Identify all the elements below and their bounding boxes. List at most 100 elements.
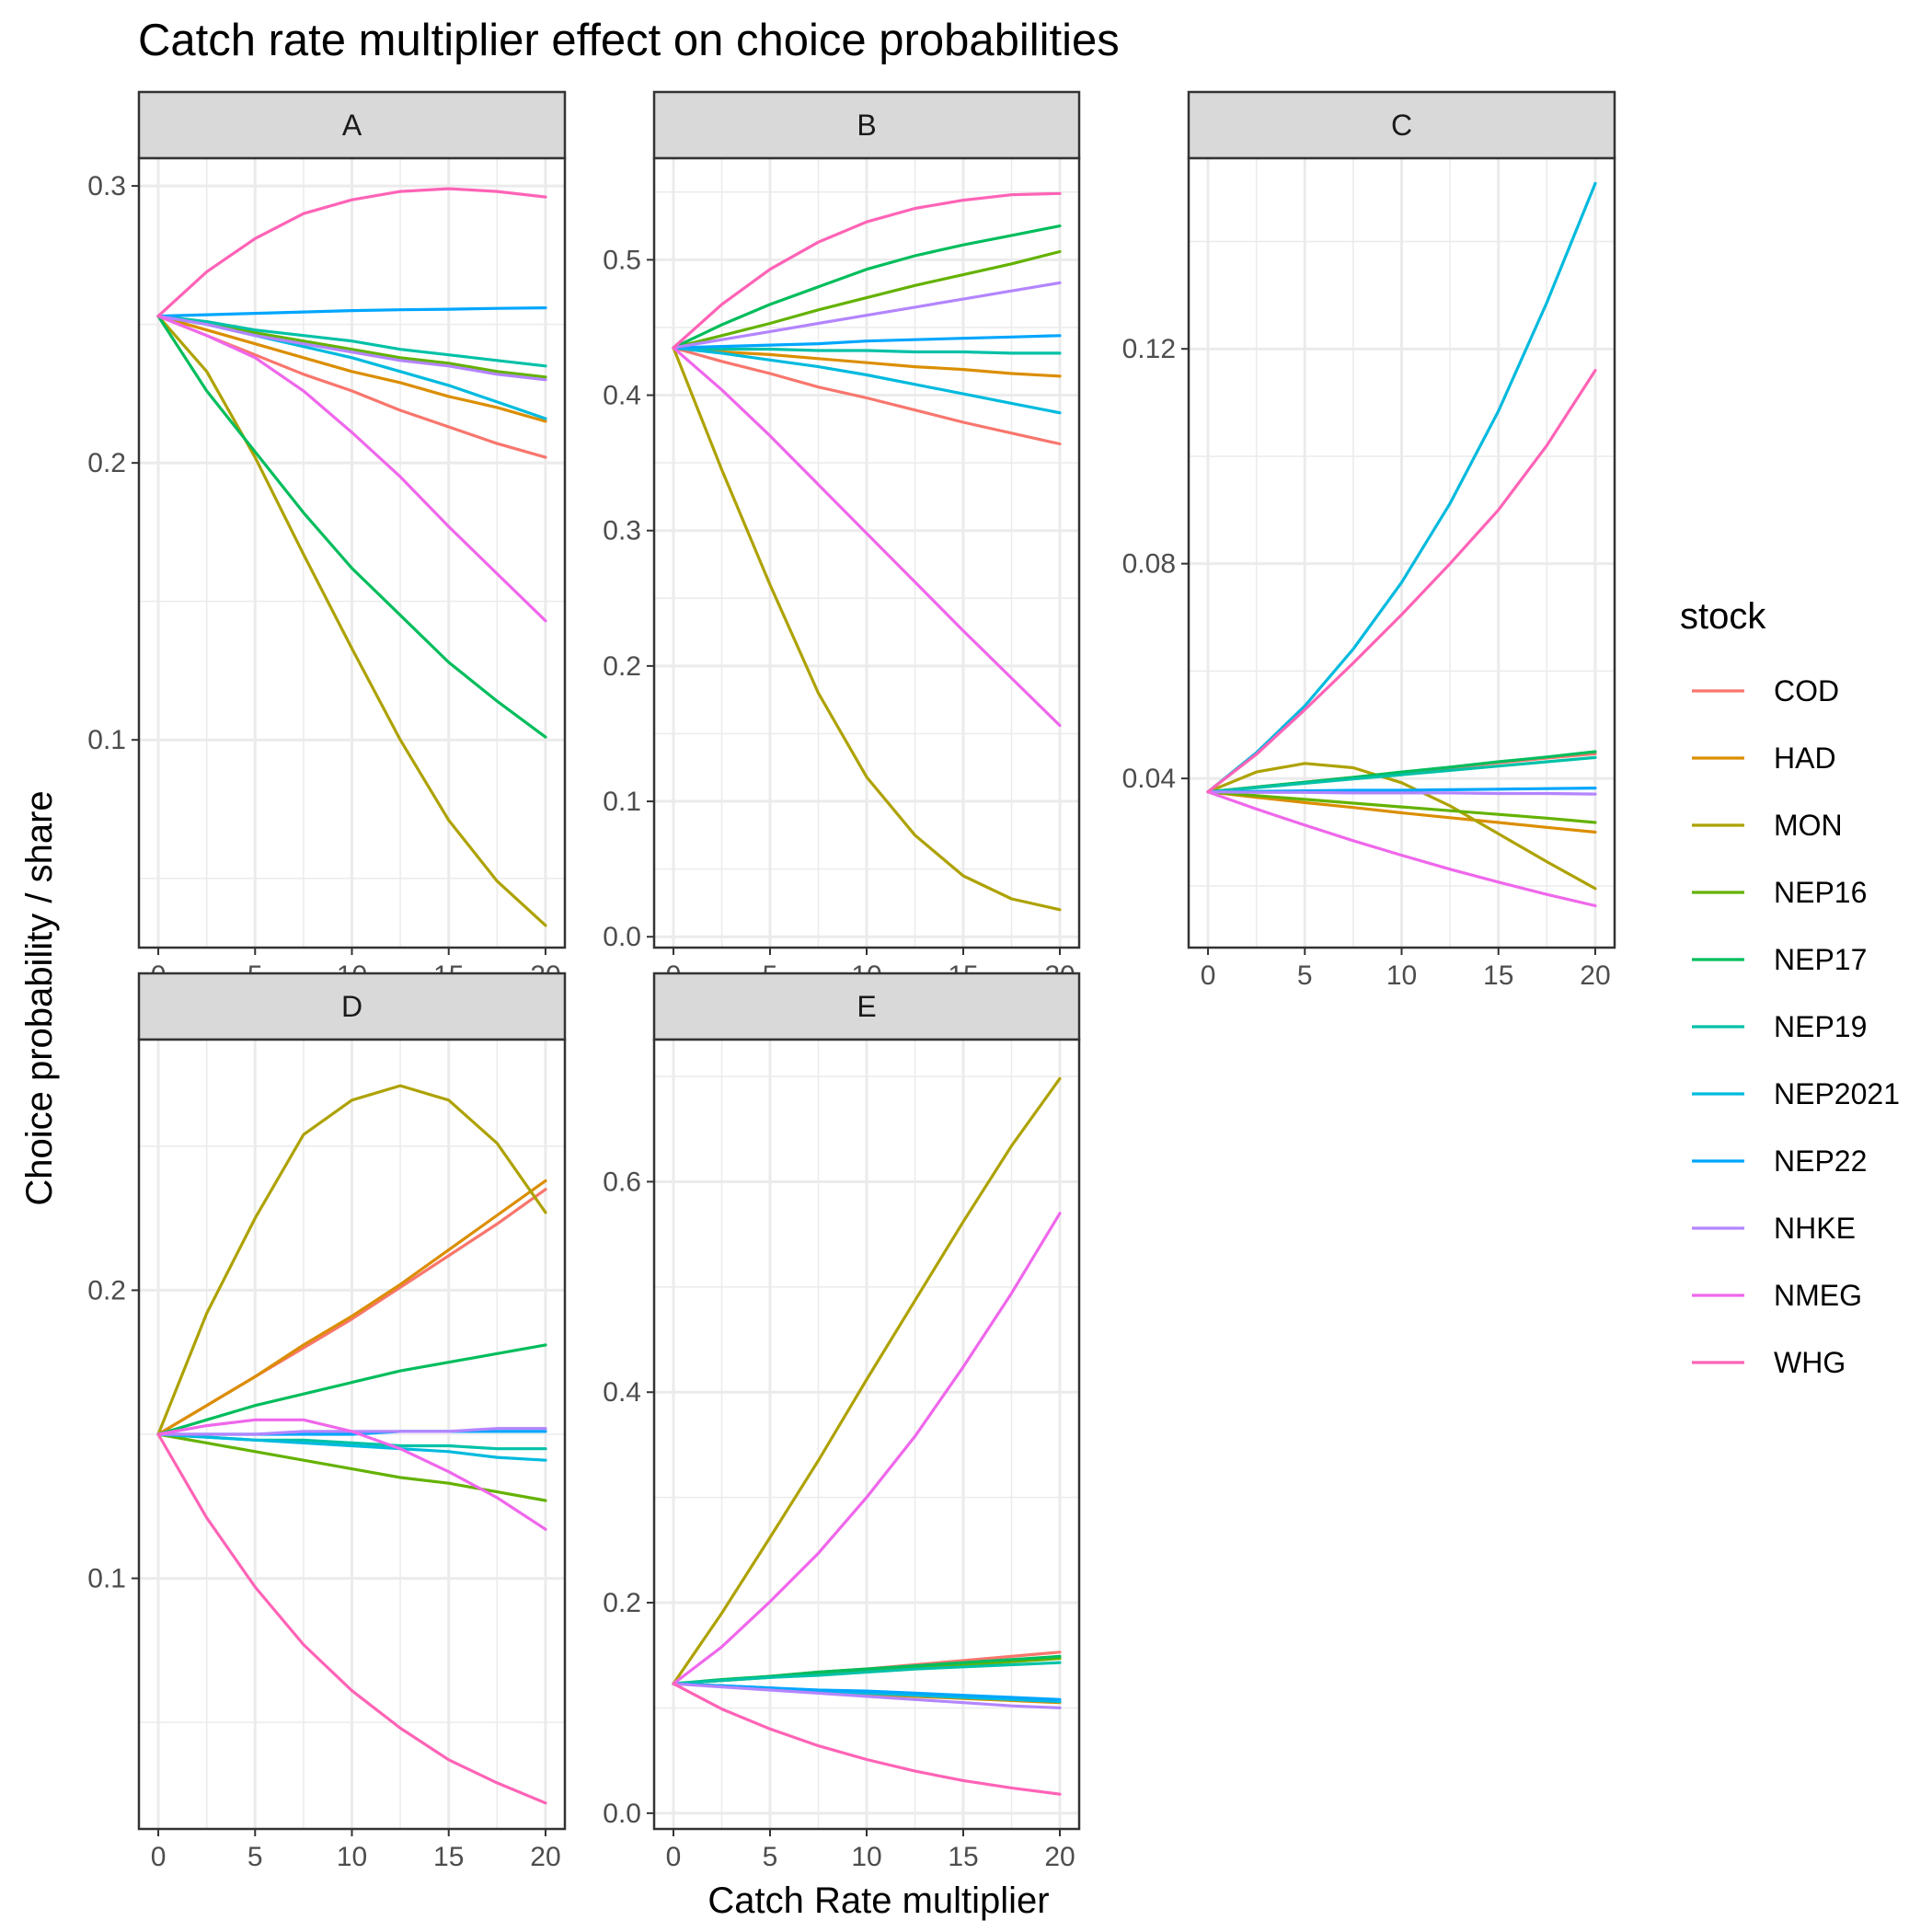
x-tick-label: 0 xyxy=(1201,960,1216,991)
series-line-NEP19 xyxy=(672,1661,1062,1685)
x-tick-label: 5 xyxy=(1297,960,1313,991)
legend-title: stock xyxy=(1680,596,1766,637)
y-tick-label: 0.5 xyxy=(603,245,641,275)
y-tick-label: 0.2 xyxy=(603,1588,641,1618)
series-line-COD xyxy=(672,346,1062,446)
x-tick-label: 10 xyxy=(851,1842,881,1872)
panel-A: A0.10.20.305101520 xyxy=(87,90,567,991)
legend-label-NEP19: NEP19 xyxy=(1774,1010,1867,1043)
series-line-MON xyxy=(1206,762,1597,891)
panel-E: E 0.0 0.2 0.4 0.6 0 5 10 15 20 xyxy=(603,972,1081,1872)
strip-D xyxy=(137,972,567,1041)
strip-label: A xyxy=(342,109,362,142)
x-tick-label: 10 xyxy=(337,1842,367,1872)
y-tick-label: 0.4 xyxy=(603,381,641,411)
y-tick-label: 0.04 xyxy=(1122,764,1176,794)
series-line-NEP2021 xyxy=(156,1432,547,1462)
legend-label-COD: COD xyxy=(1774,674,1839,707)
y-tick-label: 0.0 xyxy=(603,922,641,952)
series-line-NHKE xyxy=(672,281,1062,350)
series-line-NEP22 xyxy=(156,306,547,318)
y-tick-label: 0.0 xyxy=(603,1799,641,1829)
legend-label-NEP17: NEP17 xyxy=(1774,943,1867,976)
series-line-WHG xyxy=(672,191,1062,350)
legend-label-NEP22: NEP22 xyxy=(1774,1144,1867,1178)
x-tick-label: 15 xyxy=(948,1842,978,1872)
y-axis-title: Choice probability / share xyxy=(19,790,60,1205)
y-tick-label: 0.08 xyxy=(1122,549,1176,580)
y-tick-label: 0.6 xyxy=(603,1167,641,1197)
series-line-WHG xyxy=(672,1682,1062,1796)
x-tick-label: 10 xyxy=(1386,960,1417,991)
x-tick-label: 0 xyxy=(666,1842,682,1872)
strip-E xyxy=(652,972,1081,1041)
y-tick-label: 0.4 xyxy=(603,1377,641,1408)
legend-label-NEP2021: NEP2021 xyxy=(1774,1077,1900,1110)
series-line-NEP22 xyxy=(672,334,1062,350)
y-tick-label: 0.12 xyxy=(1122,334,1176,364)
panel-C: C 0.04 0.08 0.12 0 5 10 15 20 xyxy=(1122,90,1616,991)
series-line-NMEG xyxy=(672,1212,1062,1685)
x-tick-label: 20 xyxy=(530,1842,560,1872)
strip-label: D xyxy=(341,990,362,1023)
x-tick-label: 5 xyxy=(247,1842,263,1872)
x-tick-label: 15 xyxy=(1483,960,1513,991)
series-line-NEP17 xyxy=(672,224,1062,350)
panel-B: B0.00.10.20.30.40.505101520 xyxy=(603,90,1081,991)
x-tick-label: 5 xyxy=(763,1842,778,1872)
series-line-NHKE xyxy=(1206,790,1597,796)
series-line-NEP2021 xyxy=(672,346,1062,415)
strip-label: C xyxy=(1391,109,1412,142)
series-line-NEP17 xyxy=(156,1343,547,1436)
series-line-MON xyxy=(672,1076,1062,1685)
legend-label-WHG: WHG xyxy=(1774,1346,1846,1379)
legend-label-HAD: HAD xyxy=(1774,742,1836,775)
legend-label-NMEG: NMEG xyxy=(1774,1279,1862,1312)
series-line-WHG xyxy=(1206,369,1597,794)
series-line-NEP19 xyxy=(672,346,1062,355)
facet-panels: A 0.1 0.2 0.3 0 5 10 15 20 B 0.0 0.1 0.2 0.3 0.4 0.5 0 5 1… xyxy=(87,90,1616,1872)
legend-label-NHKE: NHKE xyxy=(1774,1212,1856,1245)
x-tick-label: 20 xyxy=(1044,1842,1075,1872)
series-line-WHG xyxy=(156,1432,547,1805)
y-tick-label: 0.2 xyxy=(603,651,641,682)
legend-label-MON: MON xyxy=(1774,809,1843,842)
y-tick-label: 0.2 xyxy=(87,448,126,478)
x-tick-label: 0 xyxy=(151,1842,167,1872)
series-line-NHKE xyxy=(672,1682,1062,1710)
y-tick-label: 0.3 xyxy=(87,171,126,201)
legend-label-NEP16: NEP16 xyxy=(1774,876,1867,909)
y-tick-label: 0.2 xyxy=(87,1275,126,1305)
series-line-NEP16 xyxy=(1206,790,1597,824)
x-tick-label: 20 xyxy=(1580,960,1610,991)
series-line-NMEG xyxy=(156,1418,547,1531)
series-line-NHKE xyxy=(156,315,547,382)
series-line-HAD xyxy=(1206,790,1597,834)
y-tick-label: 0.1 xyxy=(87,725,126,755)
series-line-WHG xyxy=(156,187,547,318)
series-line-NEP17 xyxy=(156,315,547,739)
series-line-NEP19 xyxy=(156,315,547,368)
series-line-NEP19 xyxy=(1206,755,1597,794)
series-line-NEP16 xyxy=(672,249,1062,350)
series-line-HAD xyxy=(156,1179,547,1436)
strip-label: B xyxy=(857,109,876,142)
chart-title: Catch rate multiplier effect on choice p… xyxy=(138,16,1120,65)
strip-C xyxy=(1187,90,1616,160)
strip-A xyxy=(137,90,567,160)
legend: stock COD HAD MON NEP16 NEP17 NEP19 NEP2021 NEP… xyxy=(1680,596,1900,1379)
series-line-MON xyxy=(156,1084,547,1436)
series-line-HAD xyxy=(156,315,547,423)
series-line-MON xyxy=(156,315,547,927)
panel-D: D 0.1 0.2 0 5 10 15 20 xyxy=(87,972,567,1872)
series-line-NEP2021 xyxy=(1206,181,1597,794)
series-line-NMEG xyxy=(156,315,547,623)
y-tick-label: 0.3 xyxy=(603,516,641,546)
series-line-HAD xyxy=(672,346,1062,378)
x-tick-label: 15 xyxy=(433,1842,464,1872)
series-line-NMEG xyxy=(1206,790,1597,908)
x-axis-title: Catch Rate multiplier xyxy=(707,1880,1049,1921)
strip-label: E xyxy=(857,990,876,1023)
series-line-NMEG xyxy=(672,346,1062,728)
